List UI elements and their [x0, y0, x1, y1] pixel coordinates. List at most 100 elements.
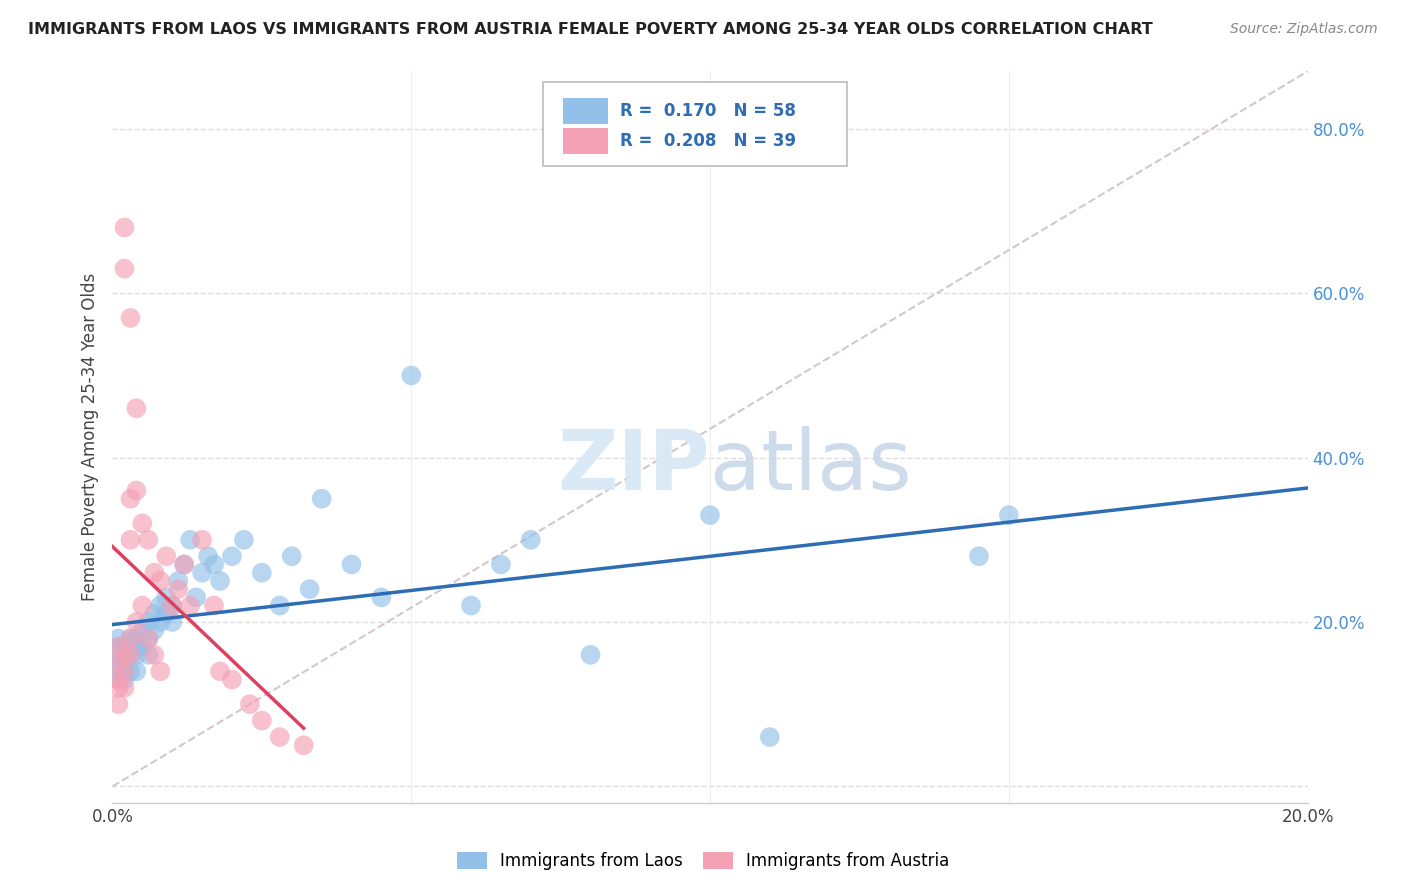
- FancyBboxPatch shape: [562, 128, 609, 154]
- Point: [114, 261, 135, 276]
- Point: [120, 491, 142, 506]
- Point: [143, 648, 166, 662]
- Point: [120, 648, 142, 662]
- Point: [138, 632, 160, 646]
- Text: R =  0.170   N = 58: R = 0.170 N = 58: [620, 103, 796, 120]
- Y-axis label: Female Poverty Among 25-34 Year Olds: Female Poverty Among 25-34 Year Olds: [80, 273, 98, 601]
- Point: [120, 648, 142, 662]
- Point: [759, 730, 782, 744]
- Point: [186, 591, 208, 605]
- Point: [179, 533, 201, 547]
- Point: [340, 558, 363, 572]
- Point: [120, 533, 142, 547]
- Point: [125, 401, 148, 416]
- Point: [107, 681, 129, 695]
- Point: [125, 648, 148, 662]
- Point: [120, 640, 142, 654]
- Legend: Immigrants from Laos, Immigrants from Austria: Immigrants from Laos, Immigrants from Au…: [451, 847, 955, 875]
- Point: [191, 566, 214, 580]
- Point: [120, 665, 142, 679]
- Point: [114, 673, 135, 687]
- Point: [120, 310, 142, 325]
- Point: [131, 599, 153, 613]
- Point: [209, 574, 232, 588]
- Point: [233, 533, 256, 547]
- Point: [967, 549, 990, 564]
- Point: [370, 591, 392, 605]
- Point: [202, 558, 225, 572]
- Point: [520, 533, 543, 547]
- Point: [131, 624, 153, 638]
- Point: [239, 697, 262, 711]
- Point: [179, 599, 201, 613]
- Point: [221, 549, 243, 564]
- Point: [250, 714, 273, 728]
- Point: [107, 656, 129, 670]
- Point: [107, 665, 129, 679]
- Point: [131, 640, 153, 654]
- Point: [125, 640, 148, 654]
- Point: [460, 599, 482, 613]
- Point: [149, 599, 172, 613]
- Point: [149, 615, 172, 629]
- Point: [120, 632, 142, 646]
- Point: [311, 491, 333, 506]
- Point: [699, 508, 721, 523]
- Point: [173, 558, 195, 572]
- Point: [173, 558, 195, 572]
- FancyBboxPatch shape: [562, 98, 609, 125]
- Point: [114, 640, 135, 654]
- Point: [191, 533, 214, 547]
- Point: [579, 648, 602, 662]
- Point: [143, 624, 166, 638]
- Point: [155, 549, 177, 564]
- Point: [107, 673, 129, 687]
- Point: [149, 574, 172, 588]
- Point: [107, 632, 129, 646]
- Point: [209, 665, 232, 679]
- Point: [114, 665, 135, 679]
- Point: [138, 632, 160, 646]
- Point: [298, 582, 321, 596]
- Point: [489, 558, 512, 572]
- Point: [107, 697, 129, 711]
- Point: [162, 599, 183, 613]
- Point: [125, 615, 148, 629]
- Point: [125, 483, 148, 498]
- Point: [167, 582, 190, 596]
- Point: [155, 607, 177, 621]
- Point: [107, 640, 129, 654]
- Point: [138, 615, 160, 629]
- Point: [131, 516, 153, 531]
- Point: [162, 615, 183, 629]
- Point: [114, 656, 135, 670]
- Point: [138, 533, 160, 547]
- Point: [114, 648, 135, 662]
- Point: [143, 607, 166, 621]
- Point: [197, 549, 219, 564]
- Point: [167, 574, 190, 588]
- Point: [269, 599, 291, 613]
- Text: Source: ZipAtlas.com: Source: ZipAtlas.com: [1230, 22, 1378, 37]
- Point: [114, 648, 135, 662]
- Point: [107, 648, 129, 662]
- Text: ZIP: ZIP: [558, 425, 710, 507]
- Point: [125, 665, 148, 679]
- Point: [114, 665, 135, 679]
- Point: [292, 739, 315, 753]
- Point: [162, 599, 183, 613]
- Point: [221, 673, 243, 687]
- Point: [155, 591, 177, 605]
- Text: atlas: atlas: [710, 425, 911, 507]
- Text: IMMIGRANTS FROM LAOS VS IMMIGRANTS FROM AUSTRIA FEMALE POVERTY AMONG 25-34 YEAR : IMMIGRANTS FROM LAOS VS IMMIGRANTS FROM …: [28, 22, 1153, 37]
- Point: [998, 508, 1021, 523]
- Point: [401, 368, 423, 383]
- Point: [107, 673, 129, 687]
- Point: [120, 632, 142, 646]
- Text: R =  0.208   N = 39: R = 0.208 N = 39: [620, 132, 797, 150]
- FancyBboxPatch shape: [543, 82, 848, 167]
- Point: [202, 599, 225, 613]
- Point: [281, 549, 304, 564]
- Point: [114, 220, 135, 235]
- Point: [250, 566, 273, 580]
